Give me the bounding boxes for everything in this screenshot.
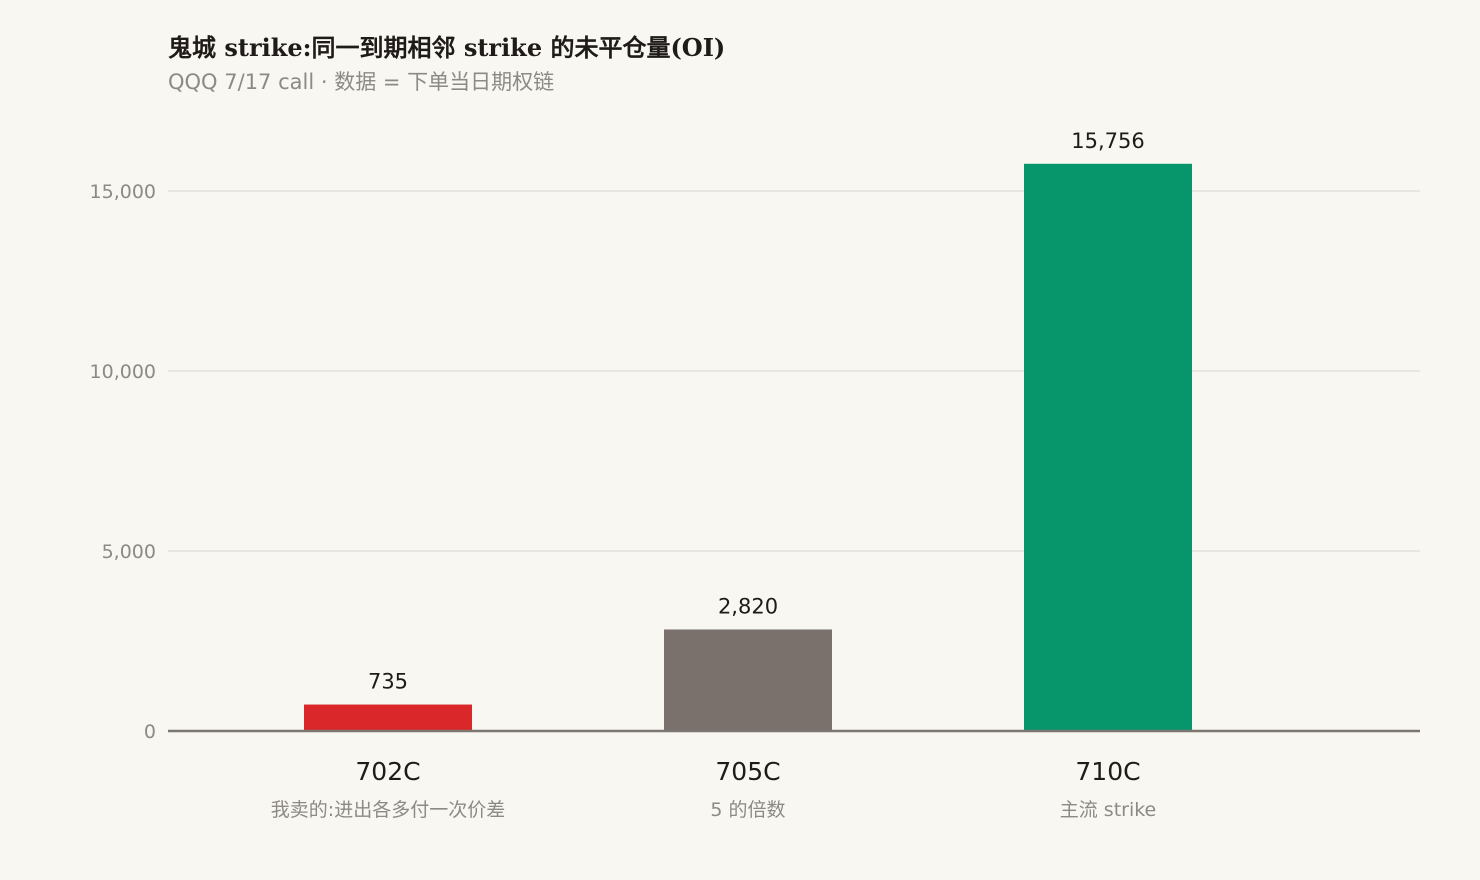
bar-710c [1024, 163, 1192, 731]
bar-value-label: 15,756 [1071, 129, 1144, 153]
x-category-note: 我卖的:进出各多付一次价差 [271, 799, 505, 821]
bar-705c [664, 629, 832, 731]
y-tick-label: 5,000 [102, 541, 156, 563]
x-category-note: 主流 strike [1060, 799, 1157, 821]
x-category-label: 710C [1075, 757, 1140, 786]
y-tick-label: 10,000 [90, 361, 156, 383]
labels: 0 5,000 10,000 15,000 735 702C 我卖的:进出各多付一次价差 2,… [90, 129, 1157, 821]
gridlines [168, 190, 1420, 552]
bar-702c [304, 704, 472, 731]
chart-title: 鬼城 strike:同一到期相邻 strike 的未平仓量(OI) [168, 33, 726, 62]
y-tick-label: 15,000 [90, 181, 156, 203]
bar-value-label: 2,820 [718, 594, 778, 618]
bars [304, 163, 1192, 731]
x-category-label: 705C [715, 757, 780, 786]
chart-subtitle: QQQ 7/17 call · 数据 = 下单当日期权链 [168, 70, 555, 94]
y-tick-label: 0 [144, 721, 156, 743]
bar-value-label: 735 [368, 670, 408, 694]
x-category-label: 702C [355, 757, 420, 786]
x-category-note: 5 的倍数 [710, 799, 785, 821]
